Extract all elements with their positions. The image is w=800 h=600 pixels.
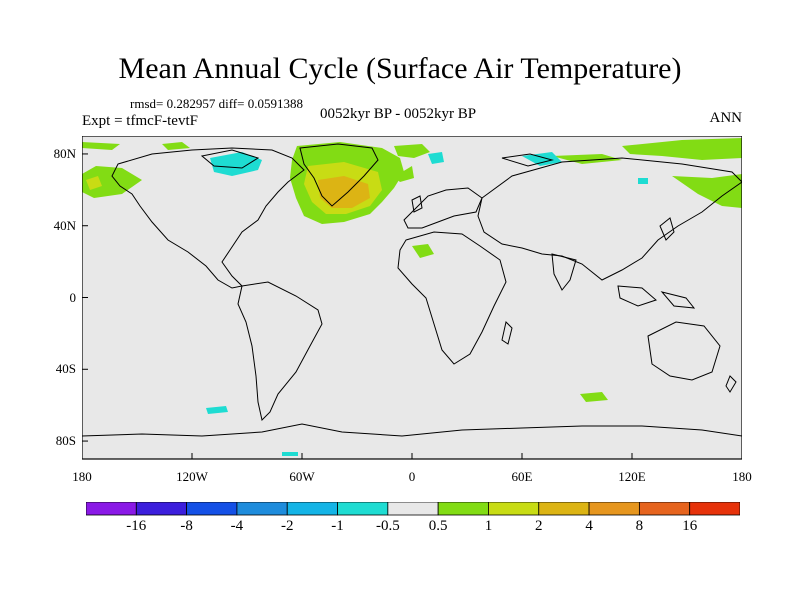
colorbar-label: 8 <box>635 518 644 534</box>
colorbar-label: 4 <box>585 518 593 534</box>
map-background <box>82 136 742 459</box>
colorbar-label: 16 <box>682 518 698 534</box>
colorbar-swatch <box>236 502 288 516</box>
colorbar-swatch <box>689 502 740 516</box>
colorbar-swatch <box>437 502 489 516</box>
lon-tick-label: 60W <box>289 469 315 484</box>
colorbar-label: -16 <box>126 518 147 534</box>
colorbar-swatch <box>387 502 439 516</box>
colorbar-label: -4 <box>230 518 244 534</box>
colorbar-swatch <box>588 502 640 516</box>
anomaly-2-4-patches <box>318 176 370 208</box>
world-anomaly-map <box>82 136 742 460</box>
coastlines <box>82 143 742 437</box>
lat-tick-label: 0 <box>69 289 77 305</box>
season-label: ANN <box>709 110 743 126</box>
colorbar-label: -0.5 <box>375 518 400 534</box>
rmsd-diff-stats: rmsd= 0.282957 diff= 0.0591388 <box>130 96 303 111</box>
lat-tick-label: 80S <box>55 433 76 449</box>
colorbar-swatch <box>488 502 540 516</box>
lon-tick-label: 120W <box>176 469 208 484</box>
experiment-label: Expt = tfmcF-tevtF <box>82 113 198 129</box>
negative-anomaly-patches <box>206 152 648 456</box>
colorbar-swatch <box>186 502 238 516</box>
period-label: 0052kyr BP - 0052kyr BP <box>320 106 477 122</box>
colorbar-label: 1 <box>484 518 493 534</box>
colorbar-label: 2 <box>535 518 543 534</box>
colorbar-swatch <box>135 502 188 516</box>
colorbar <box>86 502 740 516</box>
lon-tick-label: 180 <box>732 469 752 484</box>
lat-tick-label: 80N <box>53 145 76 161</box>
colorbar-swatch <box>538 502 590 516</box>
colorbar-swatch <box>337 502 389 516</box>
colorbar-swatch <box>86 502 137 516</box>
axis-ticks <box>82 153 742 459</box>
colorbar-label: -8 <box>180 518 193 534</box>
colorbar-label: 0.5 <box>428 518 448 534</box>
lon-tick-label: 180 <box>72 469 92 484</box>
colorbar-swatch <box>286 502 338 516</box>
lat-tick-label: 40N <box>53 217 76 233</box>
colorbar-label: -2 <box>280 518 294 534</box>
colorbar-label: -1 <box>331 518 344 534</box>
lat-tick-label: 40S <box>55 361 76 377</box>
lon-tick-label: 0 <box>408 469 416 484</box>
lon-tick-label: 120E <box>618 469 646 484</box>
colorbar-swatch <box>638 502 691 516</box>
map-title: Mean Annual Cycle (Surface Air Temperatu… <box>118 52 682 85</box>
lon-tick-label: 60E <box>511 469 533 484</box>
